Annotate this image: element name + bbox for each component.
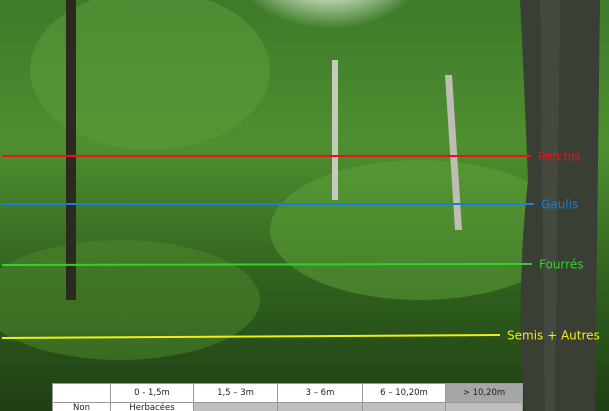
layer-label: Gaulis (541, 198, 578, 212)
layer-label: Fourrés (539, 258, 583, 272)
corner-cell (53, 384, 111, 403)
row-cell (446, 403, 523, 411)
photo-overlay: Perchis Gaulis Fourrés Semis + Autres 0 - 1… (0, 0, 609, 411)
row-cell (363, 403, 446, 411)
layer-line (2, 264, 532, 265)
header-cell: 6 – 10,20m (363, 384, 446, 403)
header-cell: 1,5 – 3m (194, 384, 278, 403)
row: Non Herbacées (53, 403, 523, 411)
row-cell (278, 403, 363, 411)
layer-line (2, 335, 500, 338)
height-table: 0 - 1,5m 1,5 – 3m 3 – 6m 6 – 10,20m > 10… (52, 383, 523, 411)
layer-label: Perchis (538, 150, 581, 164)
row-cell: Non (53, 403, 111, 411)
row-cell (194, 403, 278, 411)
header-cell: 3 – 6m (278, 384, 363, 403)
layer-overlay: Perchis Gaulis Fourrés Semis + Autres (0, 0, 609, 411)
row-cell: Herbacées (111, 403, 194, 411)
header-cell: > 10,20m (446, 384, 523, 403)
header-row: 0 - 1,5m 1,5 – 3m 3 – 6m 6 – 10,20m > 10… (53, 384, 523, 403)
header-cell: 0 - 1,5m (111, 384, 194, 403)
layer-label: Semis + Autres (507, 329, 600, 343)
